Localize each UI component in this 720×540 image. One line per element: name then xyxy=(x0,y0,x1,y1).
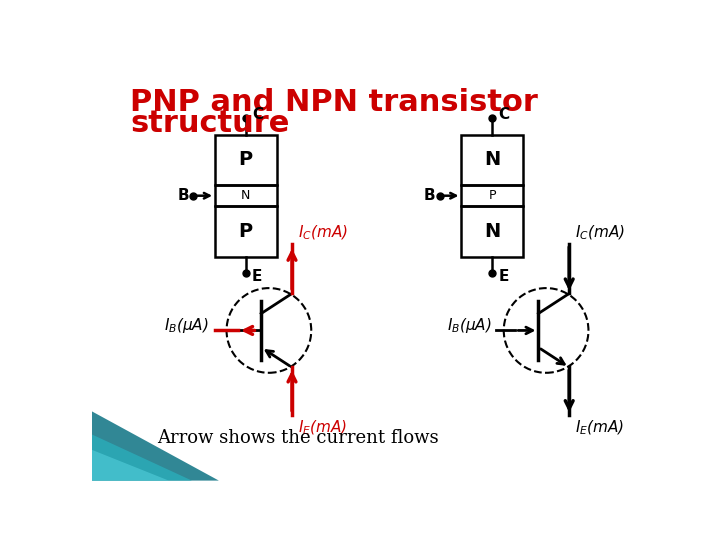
Bar xyxy=(215,135,276,185)
Polygon shape xyxy=(92,411,219,481)
Text: C: C xyxy=(252,107,263,123)
Polygon shape xyxy=(92,434,192,481)
Text: PNP and NPN transistor: PNP and NPN transistor xyxy=(130,88,538,117)
Text: E: E xyxy=(498,269,509,284)
Text: Arrow shows the current flows: Arrow shows the current flows xyxy=(157,429,439,447)
Text: $I_C$(mA): $I_C$(mA) xyxy=(298,224,348,242)
Text: $I_B$($\mu$A): $I_B$($\mu$A) xyxy=(447,316,492,335)
Text: B: B xyxy=(177,188,189,203)
Text: P: P xyxy=(488,189,496,202)
Text: N: N xyxy=(241,189,251,202)
Text: P: P xyxy=(239,222,253,241)
Bar xyxy=(462,206,523,256)
Text: structure: structure xyxy=(130,110,289,138)
Bar xyxy=(215,206,276,256)
Bar xyxy=(462,185,523,206)
Polygon shape xyxy=(92,450,168,481)
Text: C: C xyxy=(498,107,510,123)
Text: N: N xyxy=(484,222,500,241)
Bar xyxy=(462,135,523,185)
Text: $I_E$(mA): $I_E$(mA) xyxy=(575,419,625,437)
Text: B: B xyxy=(423,188,435,203)
Text: $I_C$(mA): $I_C$(mA) xyxy=(575,224,626,242)
Text: $I_E$(mA): $I_E$(mA) xyxy=(298,419,348,437)
Bar xyxy=(215,185,276,206)
Text: N: N xyxy=(484,151,500,170)
Text: P: P xyxy=(239,151,253,170)
Text: E: E xyxy=(252,269,262,284)
Text: $I_B$($\mu$A): $I_B$($\mu$A) xyxy=(164,316,209,335)
